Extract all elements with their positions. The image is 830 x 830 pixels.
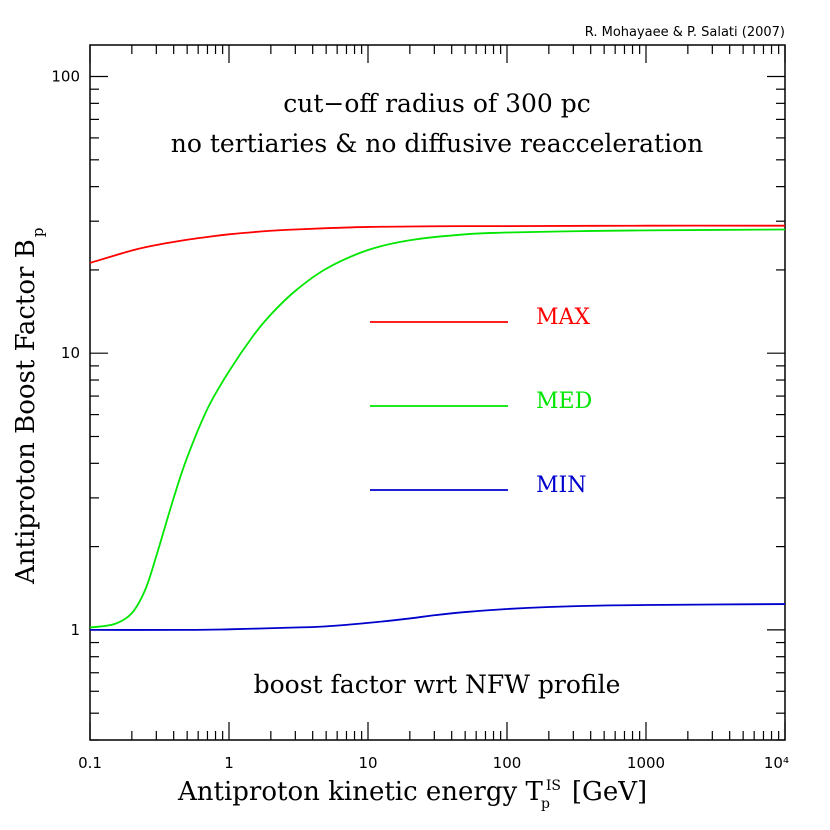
y-tick-label: 1 <box>70 621 80 639</box>
legend: MAX MED MIN <box>370 305 592 498</box>
annotation-no-tertiaries: no tertiaries & no diffusive reaccelerat… <box>171 129 704 158</box>
y-tick-label: 100 <box>51 68 80 86</box>
x-axis-label-unit: [GeV] <box>572 777 647 807</box>
series-layer <box>89 224 786 631</box>
axis-tick-labels: 0.1 1 10 100 1000 10⁴ 1 10 100 <box>51 68 789 772</box>
x-axis-label-sup: IS <box>546 778 561 794</box>
axis-ticks <box>89 45 786 741</box>
y-axis-label: Antiproton Boost Factor Bp <box>11 228 47 585</box>
legend-label-med: MED <box>536 389 592 414</box>
y-tick-label: 10 <box>61 344 80 362</box>
y-axis-label-sub: p <box>29 228 47 238</box>
x-tick-label: 10 <box>358 754 377 772</box>
annotation-cutoff: cut−off radius of 300 pc <box>283 89 591 118</box>
y-axis-label-main: Antiproton Boost Factor B <box>11 239 41 585</box>
x-axis-label-main: Antiproton kinetic energy T <box>177 777 543 807</box>
x-axis-label: Antiproton kinetic energy T IS p [GeV] <box>177 777 647 812</box>
series-line-max <box>89 224 786 264</box>
annotation-bottom: boost factor wrt NFW profile <box>254 670 621 699</box>
x-tick-label: 1000 <box>627 754 665 772</box>
legend-label-max: MAX <box>536 305 590 330</box>
legend-label-min: MIN <box>536 473 586 498</box>
x-tick-label: 1 <box>224 754 234 772</box>
x-tick-label: 0.1 <box>78 754 102 772</box>
credit-text: R. Mohayaee & P. Salati (2007) <box>585 25 785 40</box>
x-tick-label: 10⁴ <box>764 754 789 772</box>
plot-frame <box>89 44 786 741</box>
series-line-med <box>89 228 786 629</box>
series-line-min <box>89 603 786 631</box>
x-tick-label: 100 <box>493 754 522 772</box>
x-axis-label-sub: p <box>541 796 550 812</box>
